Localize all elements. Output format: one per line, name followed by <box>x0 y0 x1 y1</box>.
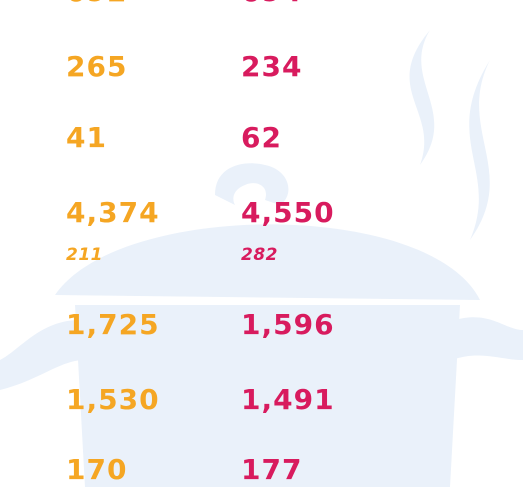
value-col-1: 41 <box>66 124 107 152</box>
value-col-1: 1,530 <box>66 386 160 414</box>
row-label: : <box>0 456 2 484</box>
value-col-1: 211 <box>66 247 103 264</box>
row-label: : <box>0 311 2 339</box>
value-col-1: 692 <box>66 0 127 6</box>
value-col-2: 4,550 <box>241 199 335 227</box>
row-label: : <box>0 199 2 227</box>
row-label: : <box>0 386 2 414</box>
screen: 692 694: 265 234: 41 62: 4,374 4,550: 211 282: 1,7… <box>0 0 523 487</box>
value-col-1: 170 <box>66 456 127 484</box>
value-col-1: 265 <box>66 53 127 81</box>
value-col-1: 1,725 <box>66 311 160 339</box>
value-col-2: 234 <box>241 53 302 81</box>
value-col-2: 1,491 <box>241 386 335 414</box>
value-col-1: 4,374 <box>66 199 160 227</box>
value-col-2: 177 <box>241 456 302 484</box>
row-label: : <box>0 53 2 81</box>
value-col-2: 62 <box>241 124 282 152</box>
value-col-2: 1,596 <box>241 311 335 339</box>
value-col-2: 694 <box>241 0 302 6</box>
value-col-2: 282 <box>241 247 278 264</box>
row-label: : <box>0 124 2 152</box>
